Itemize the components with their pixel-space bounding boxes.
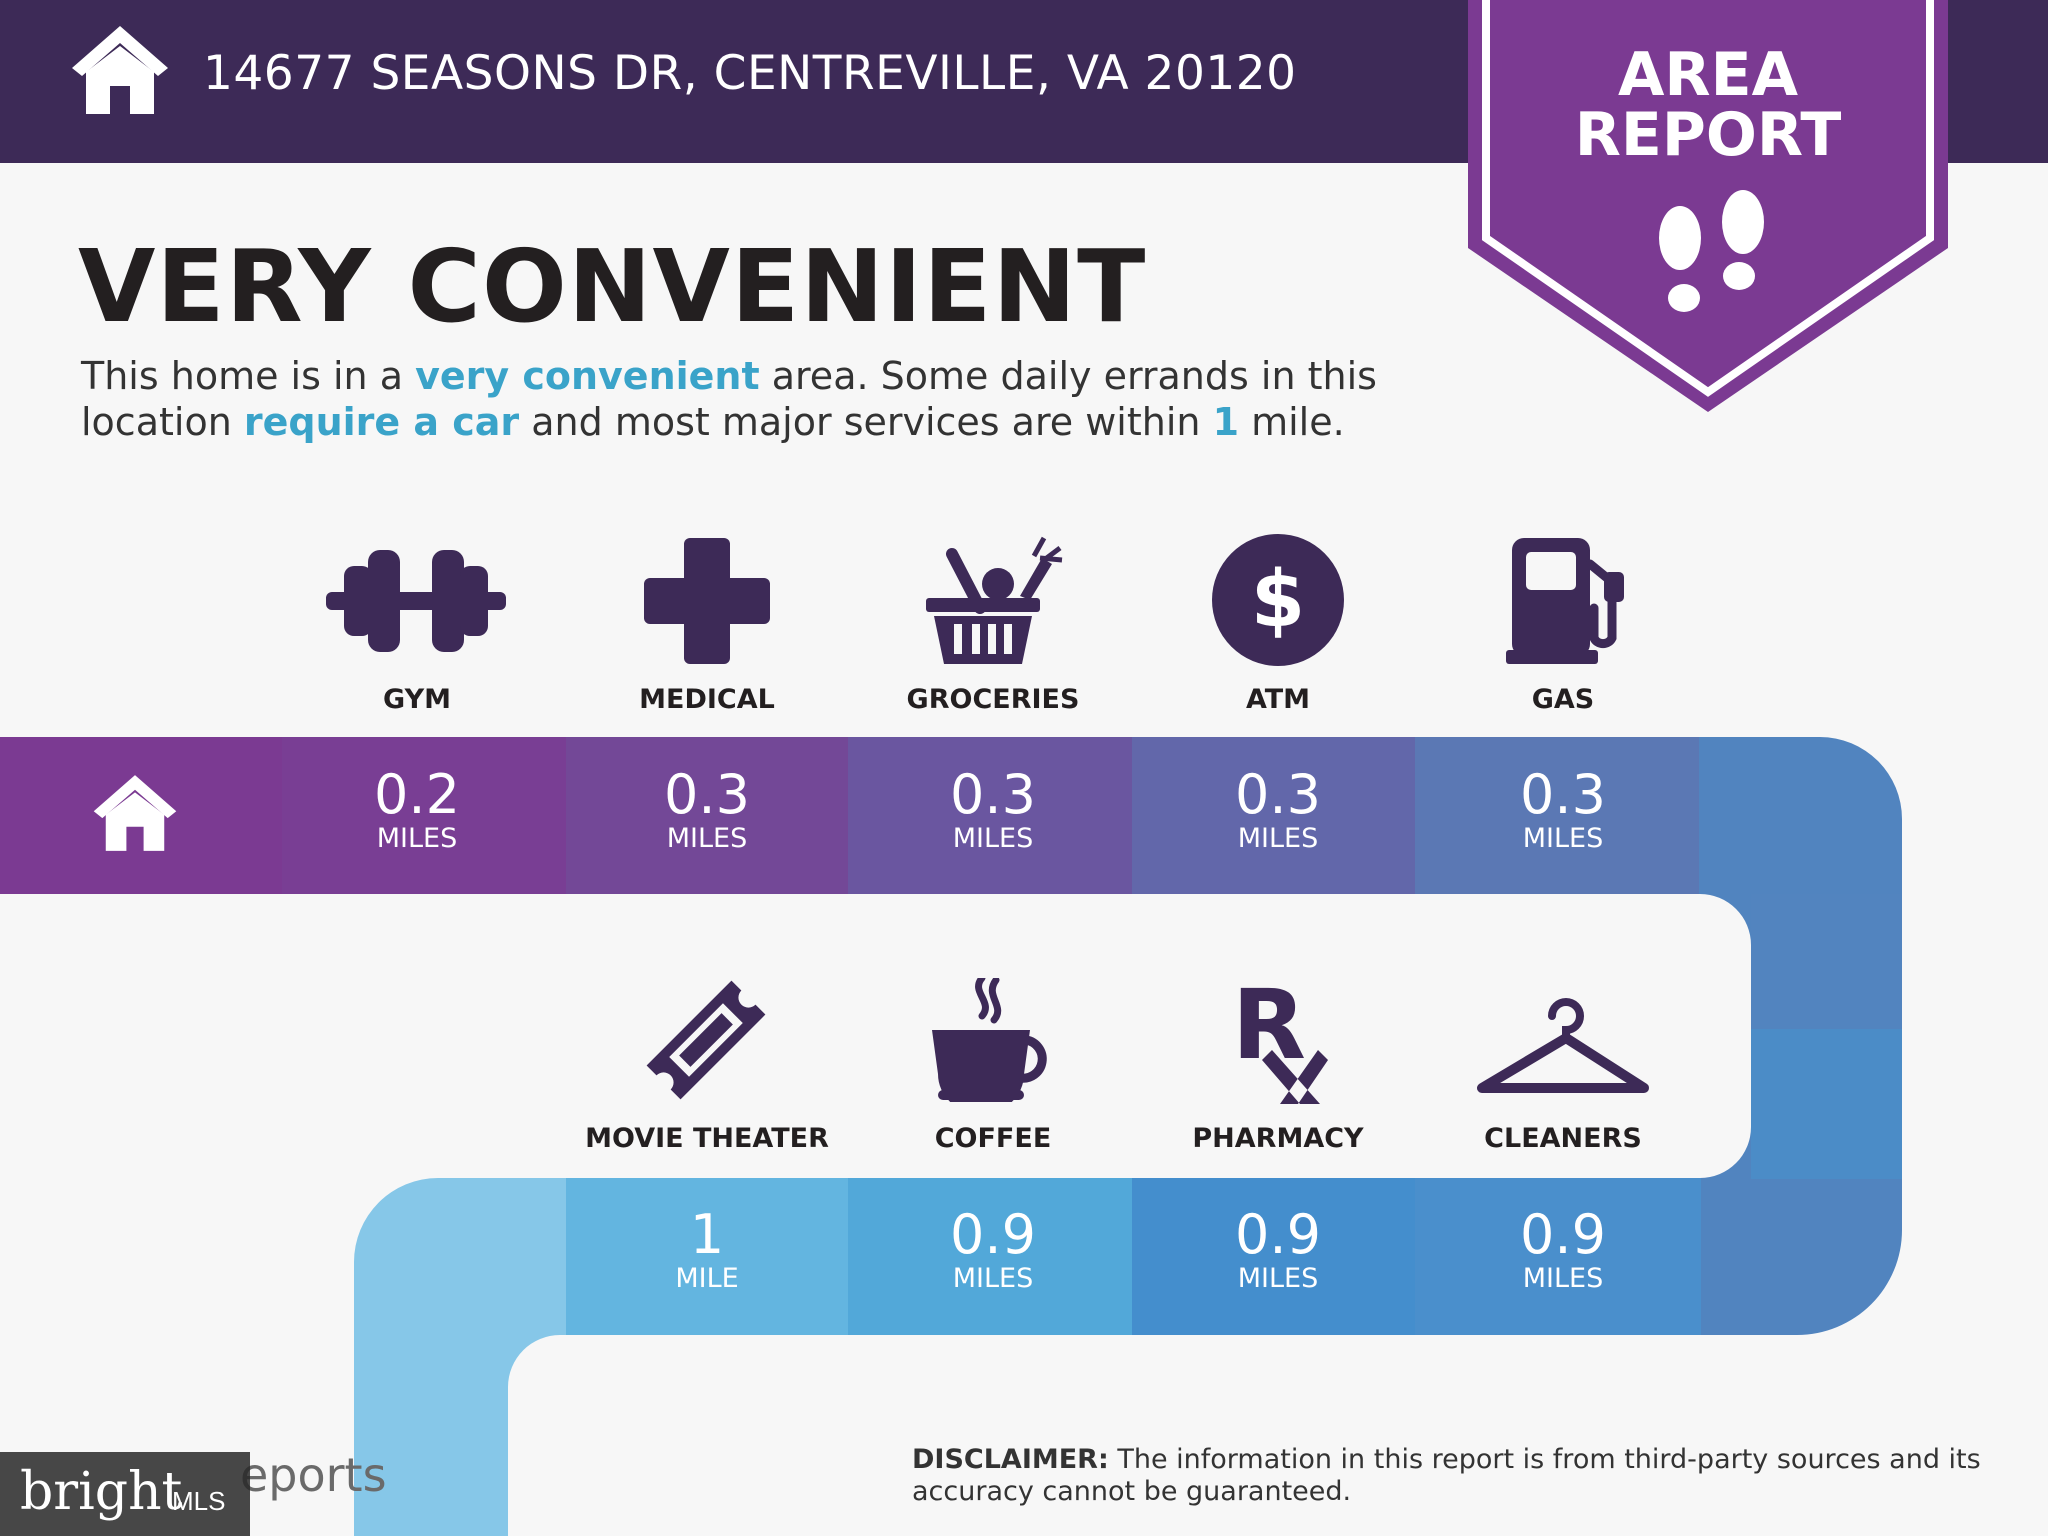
service-label-gas: GAS: [1531, 684, 1595, 715]
road-segment-coffee: [848, 1178, 1132, 1335]
disclaimer: DISCLAIMER: The information in this repo…: [912, 1444, 1981, 1507]
description-line-2: location require a car and most major se…: [81, 400, 1345, 444]
service-label-medical: MEDICAL: [639, 684, 775, 715]
medical-cross-icon: [644, 538, 770, 664]
badge-line-report: REPORT: [1574, 100, 1842, 170]
dollar-icon: $: [1212, 534, 1344, 666]
service-label-movie-theater: MOVIE THEATER: [585, 1123, 829, 1154]
distance-coffee: 0.9 MILES: [950, 1203, 1036, 1294]
service-label-gym: GYM: [383, 684, 451, 715]
coffee-cup-icon: [932, 978, 1047, 1102]
distance-movie-theater: 1 MILE: [675, 1203, 739, 1294]
distance-medical: 0.3 MILES: [664, 763, 750, 854]
bright-mls-watermark: bright MLS: [0, 1452, 250, 1536]
distance-pharmacy: 0.9 MILES: [1235, 1203, 1321, 1294]
service-label-groceries: GROCERIES: [906, 684, 1080, 715]
service-label-pharmacy: PHARMACY: [1192, 1123, 1364, 1154]
road-segment-movie: [566, 1178, 848, 1335]
service-label-atm: ATM: [1245, 684, 1311, 715]
area-report-badge: [1468, 0, 1948, 412]
home-start-icon: [93, 775, 177, 851]
grocery-basket-icon: [926, 536, 1063, 664]
footprints-icon: [1659, 190, 1764, 312]
description-line-1: This home is in a very convenient area. …: [81, 354, 1377, 398]
ticket-icon: [646, 980, 766, 1100]
distance-cleaners: 0.9 MILES: [1520, 1203, 1606, 1294]
rx-icon: R: [1232, 980, 1328, 1104]
reports-logo-text: eports: [240, 1448, 387, 1502]
home-icon: [72, 26, 168, 114]
dumbbell-icon: [326, 550, 506, 652]
service-label-cleaners: CLEANERS: [1484, 1123, 1642, 1154]
gas-pump-icon: [1506, 538, 1624, 664]
distance-gym: 0.2 MILES: [374, 763, 460, 854]
distance-atm: 0.3 MILES: [1235, 763, 1321, 854]
distance-gas: 0.3 MILES: [1520, 763, 1606, 854]
badge-line-area: AREA: [1617, 40, 1799, 110]
property-address: 14677 SEASONS DR, CENTREVILLE, VA 20120: [203, 46, 1297, 101]
service-label-coffee: COFFEE: [934, 1123, 1052, 1154]
watermark-mls: MLS: [172, 1486, 226, 1516]
distance-groceries: 0.3 MILES: [950, 763, 1036, 854]
watermark-brand: bright: [20, 1462, 183, 1522]
convenience-rating-title: VERY CONVENIENT: [78, 228, 1147, 345]
hanger-icon: [1477, 998, 1649, 1093]
svg-text:$: $: [1251, 555, 1305, 645]
